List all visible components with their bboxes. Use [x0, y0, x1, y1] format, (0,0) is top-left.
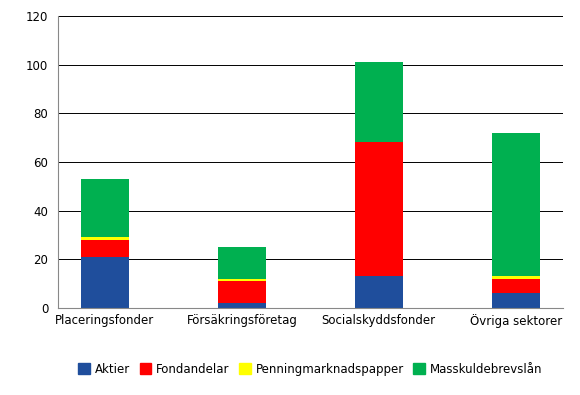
- Bar: [218, 279, 266, 281]
- Bar: [355, 143, 403, 276]
- Bar: [492, 293, 539, 308]
- Bar: [81, 179, 129, 237]
- Bar: [81, 237, 129, 240]
- Bar: [355, 276, 403, 308]
- Bar: [218, 303, 266, 308]
- Bar: [81, 240, 129, 257]
- Legend: Aktier, Fondandelar, Penningmarknadspapper, Masskuldebrevslån: Aktier, Fondandelar, Penningmarknadspapp…: [74, 358, 547, 380]
- Bar: [492, 133, 539, 276]
- Bar: [492, 276, 539, 279]
- Bar: [355, 62, 403, 143]
- Bar: [218, 281, 266, 303]
- Bar: [492, 279, 539, 293]
- Bar: [218, 247, 266, 279]
- Bar: [81, 257, 129, 308]
